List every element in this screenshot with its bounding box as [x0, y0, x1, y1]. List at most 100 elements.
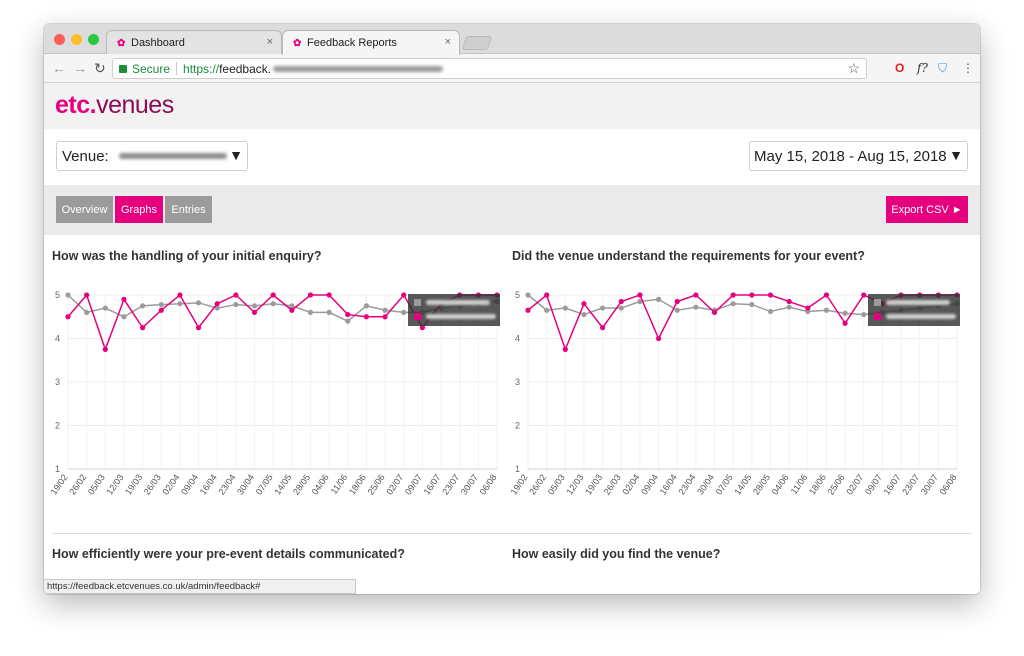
data-point: [767, 292, 774, 298]
legend-swatch-pink: [874, 313, 881, 320]
x-tick-label: 09/07: [863, 472, 884, 496]
legend-swatch-pink: [414, 313, 421, 320]
data-point: [637, 298, 643, 305]
x-tick-label: 26/02: [67, 472, 88, 496]
x-tick-label: 02/04: [620, 472, 641, 496]
tab-label: Dashboard: [131, 37, 185, 49]
chart-legend: [868, 294, 960, 326]
browser-menu-icon[interactable]: ⋮: [962, 61, 974, 75]
chart-legend: [408, 294, 500, 326]
url-host: feedback.: [219, 61, 272, 76]
data-point: [730, 301, 736, 307]
line-chart-requirements: 1 2 3 4 5 19/0226/0205/0312/0319/0326/0302/04…: [509, 290, 960, 497]
y-tick-label: 5: [515, 290, 520, 300]
data-point: [693, 304, 699, 310]
y-tick-label: 4: [515, 334, 520, 344]
x-tick-label: 18/06: [347, 472, 368, 496]
chart-title-initial-enquiry: How was the handling of your initial enq…: [52, 249, 322, 263]
back-arrow-icon[interactable]: ←: [52, 60, 66, 76]
data-point: [861, 292, 867, 298]
x-tick-label: 19/02: [49, 472, 70, 496]
browser-tab-dashboard[interactable]: ✿ Dashboard ×: [106, 30, 282, 55]
x-tick-label: 26/03: [142, 472, 163, 496]
y-tick-label: 5: [55, 290, 60, 300]
minimize-window-button[interactable]: [71, 34, 82, 45]
shield-extension-icon[interactable]: ⛉: [938, 61, 948, 75]
x-tick-label: 11/06: [329, 472, 350, 496]
y-tick-label: 1: [515, 464, 520, 474]
x-tick-label: 14/05: [272, 472, 293, 496]
close-window-button[interactable]: [54, 34, 65, 45]
address-bar[interactable]: Secure https:// feedback. ☆: [112, 58, 867, 79]
y-tick-label: 3: [515, 377, 520, 387]
legend-swatch-grey: [874, 299, 881, 306]
chart-title-find-venue: How easily did you find the venue?: [512, 547, 721, 561]
date-range-select[interactable]: May 15, 2018 - Aug 15, 2018 ▼: [749, 141, 968, 171]
chart-title-requirements: Did the venue understand the requirement…: [512, 249, 865, 263]
tab-entries[interactable]: Entries: [165, 196, 212, 223]
x-tick-label: 06/08: [478, 472, 499, 496]
data-point: [140, 325, 146, 331]
data-point: [345, 311, 351, 318]
reload-icon[interactable]: ↻: [94, 60, 106, 76]
omnibox-separator: [176, 62, 178, 75]
data-point: [65, 314, 71, 320]
x-tick-label: 16/04: [658, 472, 679, 496]
new-tab-button[interactable]: [461, 36, 493, 50]
forward-arrow-icon[interactable]: →: [73, 60, 87, 76]
export-csv-button[interactable]: Export CSV ►: [886, 196, 968, 223]
venue-select[interactable]: Venue: ▼: [56, 141, 248, 171]
venue-label: Venue:: [62, 147, 109, 165]
data-point: [749, 292, 755, 298]
url-scheme: https://: [183, 61, 220, 76]
x-tick-label: 12/03: [564, 472, 585, 496]
data-point: [270, 292, 276, 298]
data-point: [251, 309, 258, 315]
data-point: [326, 292, 332, 298]
data-point: [581, 311, 587, 318]
filter-bar: Venue: ▼ May 15, 2018 - Aug 15, 2018 ▼: [44, 129, 980, 185]
redacted-legend-label: [426, 300, 490, 305]
y-tick-label: 2: [515, 421, 520, 431]
x-tick-label: 19/03: [123, 472, 144, 496]
legend-swatch-grey: [414, 299, 421, 306]
x-tick-label: 19/03: [583, 472, 604, 496]
data-point: [65, 292, 71, 298]
y-tick-label: 4: [55, 334, 60, 344]
data-point: [637, 292, 643, 298]
x-tick-label: 25/06: [826, 472, 847, 496]
tab-close-icon[interactable]: ×: [444, 36, 451, 48]
data-point: [786, 298, 792, 305]
data-point: [562, 346, 568, 352]
x-tick-label: 14/05: [732, 472, 753, 496]
data-point: [767, 308, 774, 315]
x-tick-label: 26/02: [527, 472, 548, 496]
tab-close-icon[interactable]: ×: [266, 36, 273, 48]
tab-overview[interactable]: Overview: [56, 196, 113, 223]
view-tab-bar: Overview Graphs Entries Export CSV ►: [44, 185, 980, 235]
brand-header: etc.venues: [44, 83, 980, 129]
browser-tab-feedback-reports[interactable]: ✿ Feedback Reports ×: [282, 30, 460, 55]
tab-graphs[interactable]: Graphs: [115, 196, 163, 223]
etc-venues-logo[interactable]: etc.venues: [55, 91, 174, 120]
data-point: [805, 305, 811, 311]
opera-extension-icon[interactable]: O: [895, 61, 905, 75]
formula-extension-icon[interactable]: f?: [917, 61, 928, 75]
x-tick-label: 30/04: [235, 472, 256, 496]
zoom-window-button[interactable]: [88, 34, 99, 45]
bookmark-star-icon[interactable]: ☆: [847, 60, 860, 76]
browser-toolbar: ← → ↻ Secure https:// feedback. ☆ O f? ⛉…: [44, 54, 980, 83]
data-point: [121, 314, 127, 320]
data-point: [786, 304, 792, 310]
data-point: [525, 292, 531, 298]
x-tick-label: 09/04: [639, 472, 660, 496]
x-tick-label: 23/04: [216, 472, 237, 496]
data-point: [326, 309, 332, 315]
data-point: [581, 301, 587, 307]
data-point: [307, 292, 314, 298]
x-tick-label: 09/04: [179, 472, 200, 496]
data-point: [749, 301, 755, 308]
data-point: [562, 305, 568, 311]
x-tick-label: 26/03: [602, 472, 623, 496]
data-point: [823, 292, 830, 298]
